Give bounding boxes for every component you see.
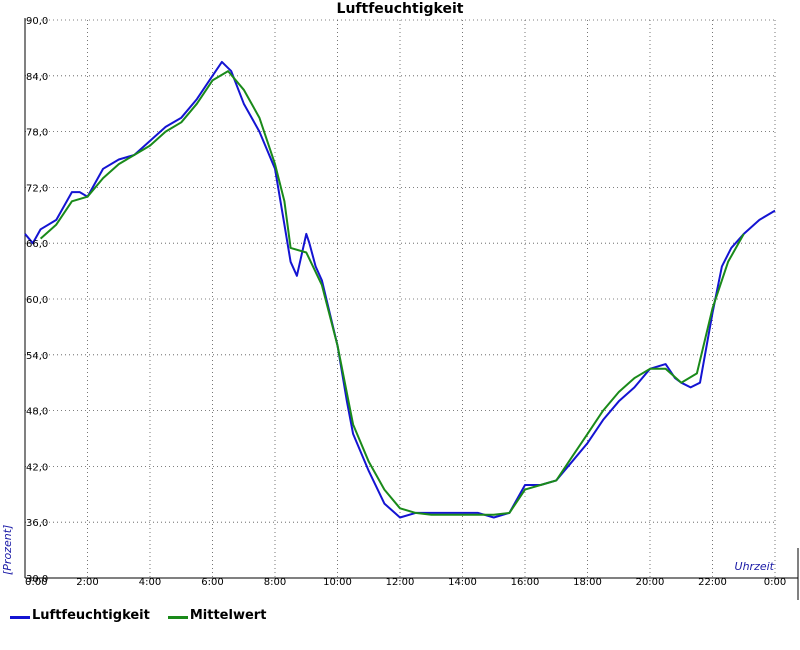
x-tick-label: 10:00: [323, 577, 352, 588]
x-axis-label: Uhrzeit: [735, 560, 775, 573]
humidity-series-line: [24, 60, 776, 519]
legend-label-humidity: Luftfeuchtigkeit: [32, 608, 150, 623]
legend-label-average: Mittelwert: [189, 608, 267, 623]
y-axis-label: [Prozent]: [1, 525, 14, 575]
tick-labels: 30,0 36,0 42,0 48,0 54,0 60,0 66,0 72,0 78,0 84,0…: [25, 16, 786, 588]
average-series-line: [39, 70, 745, 516]
axes: [24, 18, 799, 600]
legend-swatch-humidity: [10, 616, 30, 619]
x-tick-label: 22:00: [698, 577, 727, 588]
x-tick-label: 14:00: [448, 577, 477, 588]
legend-item-humidity: Luftfeuchtigkeit: [10, 608, 150, 623]
x-tick-label: 2:00: [76, 577, 98, 588]
x-tick-label: 0:00: [764, 577, 786, 588]
legend-item-average: Mittelwert: [167, 608, 267, 623]
x-tick-label: 20:00: [636, 577, 665, 588]
series-lines: [24, 60, 776, 519]
x-tick-label: 0:00: [25, 577, 47, 588]
y-tick-label: 60,0: [26, 295, 48, 306]
chart-title: Luftfeuchtigkeit: [337, 1, 464, 17]
y-tick-label: 72,0: [26, 183, 48, 194]
legend-swatch-average: [167, 616, 188, 619]
y-tick-label: 42,0: [26, 462, 48, 473]
grid: [25, 19, 776, 578]
x-tick-label: 16:00: [511, 577, 540, 588]
y-tick-label: 84,0: [26, 72, 48, 83]
y-tick-label: 66,0: [26, 239, 48, 250]
legend: Luftfeuchtigkeit Mittelwert: [10, 608, 284, 623]
x-tick-label: 4:00: [139, 577, 161, 588]
y-tick-label: 48,0: [26, 407, 48, 418]
y-tick-label: 36,0: [26, 518, 48, 529]
y-tick-label: 30,0: [26, 574, 48, 585]
y-tick-label: 90,0: [26, 16, 48, 27]
x-tick-label: 18:00: [573, 577, 602, 588]
y-tick-label: 54,0: [26, 351, 48, 362]
x-tick-label: 6:00: [201, 577, 223, 588]
x-tick-label: 8:00: [264, 577, 286, 588]
x-tick-label: 12:00: [386, 577, 415, 588]
y-tick-label: 78,0: [26, 128, 48, 139]
